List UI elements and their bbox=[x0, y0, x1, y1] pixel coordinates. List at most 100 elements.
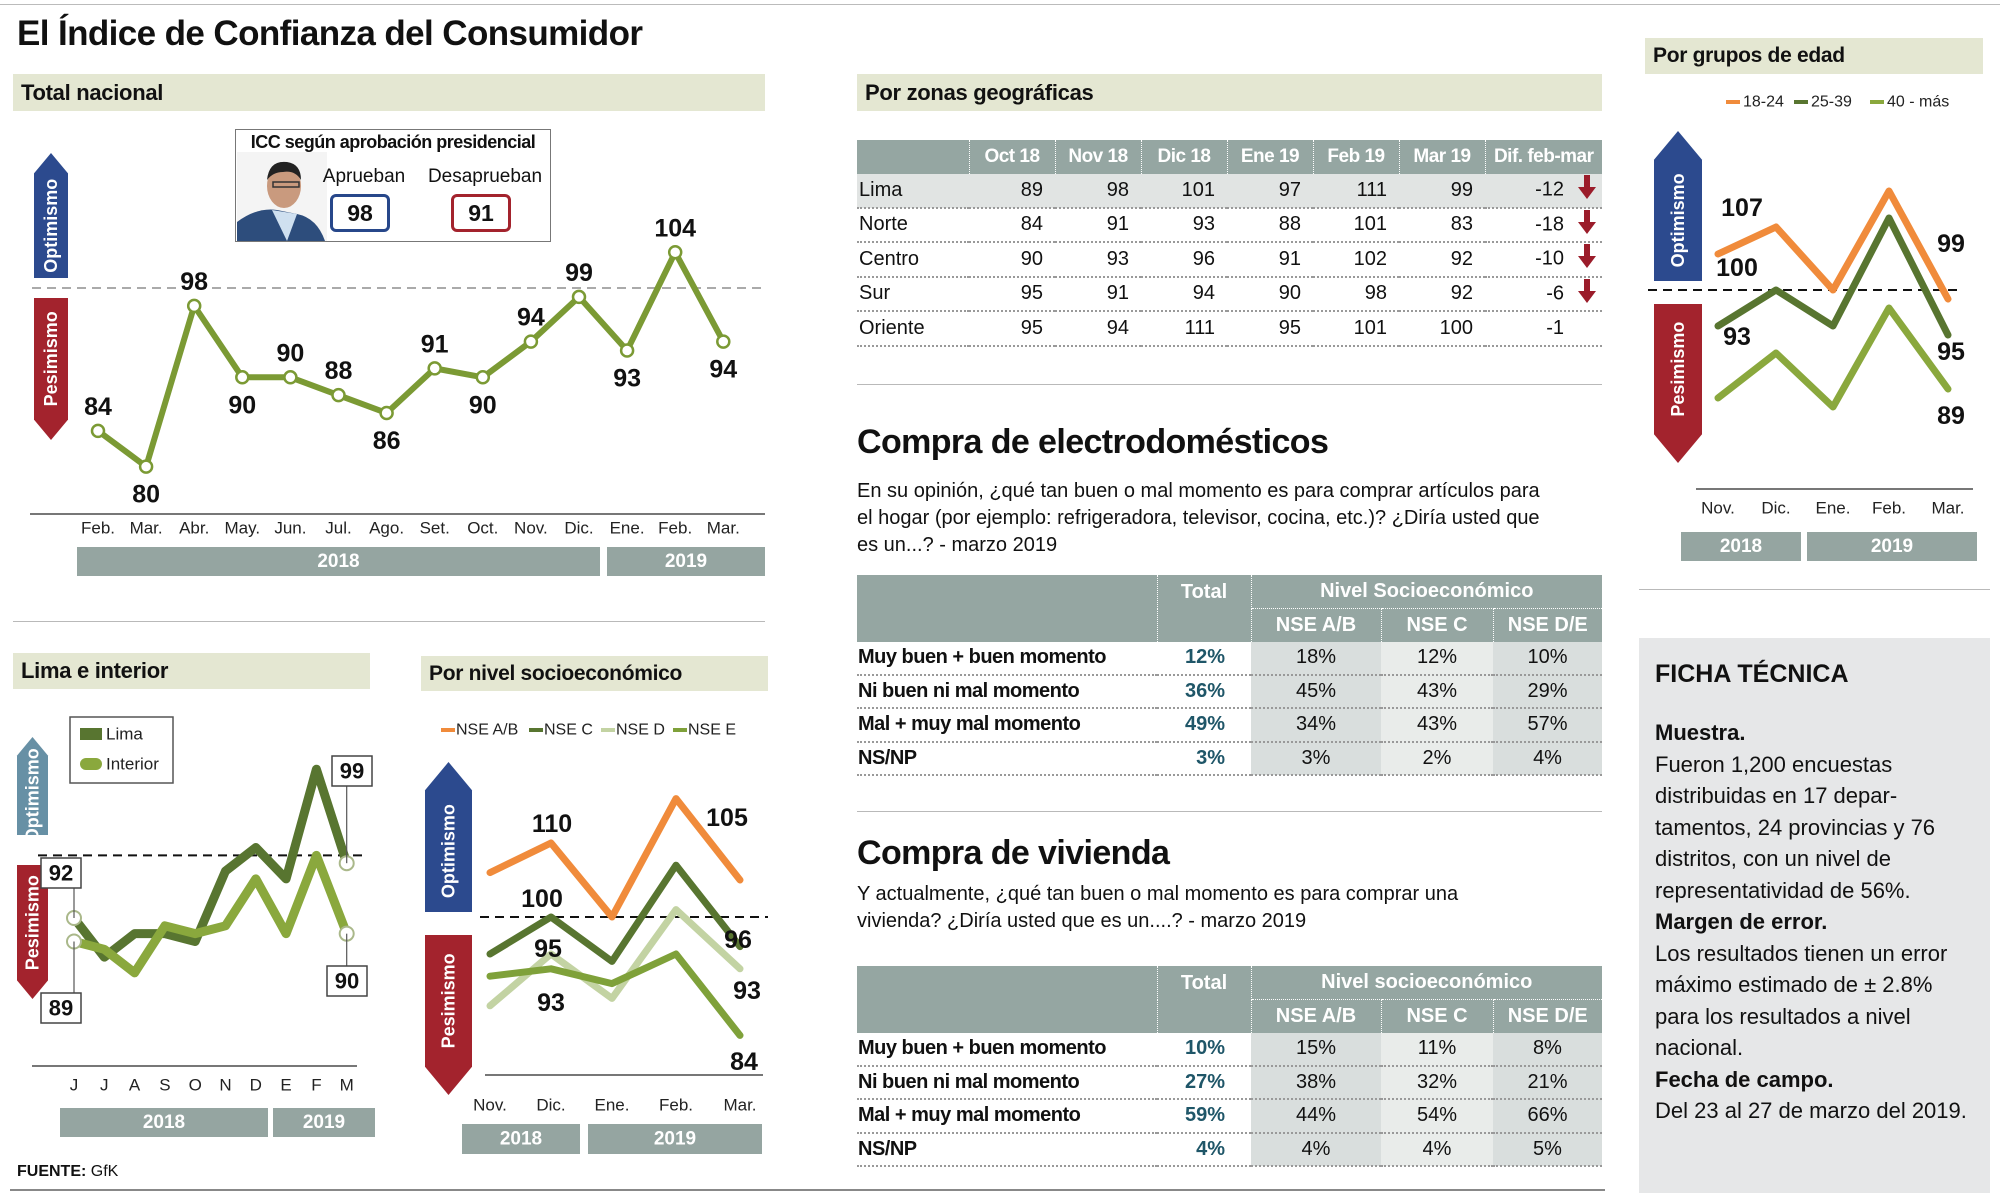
lima-data-label: 99 bbox=[340, 759, 364, 784]
edad-data-label: 107 bbox=[1721, 194, 1763, 222]
nse-value: 12% bbox=[1381, 642, 1493, 676]
nse-data-label: 100 bbox=[521, 885, 563, 913]
nse-data-label: 93 bbox=[733, 977, 761, 1005]
total-tick-label: Ago. bbox=[369, 519, 404, 538]
total-data-point bbox=[186, 298, 202, 314]
lima-tick-label: F bbox=[311, 1076, 321, 1095]
nse-year-bar bbox=[588, 1124, 762, 1154]
lima-data-label: 89 bbox=[49, 996, 73, 1021]
lima-tick-label: A bbox=[129, 1076, 141, 1095]
row-label: Mal + muy mal momento bbox=[857, 708, 1157, 743]
lima-tick-label: D bbox=[250, 1076, 262, 1095]
table-row: Ni buen ni mal momento 36% 45% 43% 29% bbox=[857, 674, 1603, 709]
nse-series-line-0 bbox=[486, 795, 744, 921]
nse-data-label: 95 bbox=[534, 935, 562, 963]
table-header-row: Oct 18 Nov 18 Dic 18 Ene 19 Feb 19 Mar 19 Dif.… bbox=[857, 140, 1602, 174]
table-row: Mal + muy mal momento 49% 34% 43% 57% bbox=[857, 708, 1603, 743]
nse-tick-label: Dic. bbox=[536, 1096, 565, 1115]
total-value: 10% bbox=[1157, 1033, 1251, 1067]
lima-tick-label: O bbox=[189, 1076, 202, 1095]
column-header: Mar 19 bbox=[1398, 140, 1485, 174]
table-header-row: Total Nivel socioeconómico bbox=[857, 966, 1603, 1033]
table-row: Norte 84 91 93 88 101 83 -18 bbox=[857, 207, 1602, 243]
nse-value: 10% bbox=[1493, 642, 1603, 676]
nse-value: 3% bbox=[1251, 741, 1381, 776]
column-header: Dic 18 bbox=[1140, 140, 1227, 174]
lima-optimismo-arrow bbox=[17, 737, 48, 835]
total-data-point bbox=[235, 370, 250, 385]
lima-legend-swatch bbox=[80, 728, 102, 740]
section-header-edad: Por grupos de edad bbox=[1645, 38, 1983, 74]
total-data-point bbox=[427, 361, 442, 376]
total-data-label: 94 bbox=[517, 304, 545, 332]
region-value: 91 bbox=[1055, 276, 1141, 312]
total-value: 12% bbox=[1157, 642, 1251, 676]
total-data-label: 86 bbox=[373, 427, 401, 455]
divider bbox=[857, 811, 1602, 812]
total-value: 3% bbox=[1157, 741, 1251, 776]
total-pesimismo-arrow-label: Pesimismo bbox=[41, 311, 61, 406]
diff-value: -1 bbox=[1546, 316, 1564, 339]
electro-title: Compra de electrodomésticos bbox=[857, 423, 1329, 461]
total-value: 59% bbox=[1157, 1099, 1251, 1134]
region-value: 88 bbox=[1227, 207, 1313, 243]
table-subheader-row: NSE A/B NSE C NSE D/E bbox=[857, 999, 1603, 1033]
edad-tick-label: Mar. bbox=[1931, 499, 1964, 518]
row-label: Ni buen ni mal momento bbox=[857, 1065, 1157, 1100]
table-subheader-row: NSE A/B NSE C NSE D/E bbox=[857, 608, 1603, 642]
row-label: NS/NP bbox=[857, 1132, 1157, 1167]
nse-tick-label: Nov. bbox=[473, 1096, 507, 1115]
region-value: 111 bbox=[1141, 311, 1227, 347]
ficha-tecnica-box: FICHA TÉCNICA Muestra. Fueron 1,200 encue… bbox=[1639, 638, 1990, 1193]
total-tick-label: Mar. bbox=[707, 519, 740, 538]
column-header: Oct 18 bbox=[968, 140, 1055, 174]
region-value: 101 bbox=[1313, 311, 1399, 347]
total-data-point bbox=[619, 343, 635, 358]
table-header-row: Total Nivel Socioeconómico bbox=[857, 575, 1603, 642]
zonas-table: Oct 18 Nov 18 Dic 18 Ene 19 Feb 19 Mar 19 Dif.… bbox=[857, 140, 1602, 347]
total-tick-label: Mar. bbox=[130, 519, 163, 538]
edad-legend-label: 40 - más bbox=[1887, 94, 1949, 111]
desaprueban-label: Desaprueban bbox=[427, 166, 543, 187]
total-header: Total bbox=[1156, 575, 1251, 642]
source-note: FUENTE: GfK bbox=[17, 1163, 118, 1181]
nse-value: 38% bbox=[1251, 1065, 1381, 1100]
ficha-heading-line: Muestra. bbox=[1655, 717, 1980, 749]
total-optimismo-arrow bbox=[34, 153, 68, 278]
lima-label-box bbox=[331, 755, 373, 787]
region-value: 95 bbox=[969, 311, 1055, 347]
region-name: Sur bbox=[857, 276, 969, 312]
nse-value: 44% bbox=[1251, 1099, 1381, 1134]
total-data-label: 90 bbox=[276, 339, 304, 367]
total-value: 36% bbox=[1157, 674, 1251, 709]
down-arrow-icon bbox=[1574, 278, 1596, 309]
nse-pesimismo-arrow bbox=[425, 935, 472, 1095]
lima-tick-label: M bbox=[340, 1076, 354, 1095]
section-header-total: Total nacional bbox=[13, 74, 765, 111]
lima-year-bar bbox=[60, 1108, 268, 1137]
page-title: El Índice de Confianza del Consumidor bbox=[17, 14, 643, 53]
diff-value: -12 bbox=[1535, 178, 1564, 201]
column-header: Feb 19 bbox=[1312, 140, 1399, 174]
lima-legend-label: Interior bbox=[106, 755, 159, 774]
table-row: Oriente 95 94 111 95 101 100 -1 bbox=[857, 311, 1602, 347]
lima-label-box bbox=[326, 965, 368, 997]
nse-optimismo-arrow-label: Optimismo bbox=[439, 804, 459, 898]
aprueban-label: Aprueban bbox=[322, 166, 406, 187]
nse-data-label: 96 bbox=[724, 926, 752, 954]
region-value: 91 bbox=[1227, 242, 1313, 278]
edad-tick-label: Nov. bbox=[1701, 499, 1735, 518]
ficha-text: Fueron 1,200 encuestas distribuidas en 1… bbox=[1655, 751, 1936, 903]
total-year-label: 2018 bbox=[317, 551, 359, 572]
total-tick-label: Abr. bbox=[179, 519, 209, 538]
total-pesimismo-arrow bbox=[34, 298, 68, 440]
table-row: Ni buen ni mal momento 27% 38% 32% 21% bbox=[857, 1065, 1603, 1100]
edad-series-line-0 bbox=[1714, 187, 1952, 303]
total-tick-label: Feb. bbox=[81, 519, 115, 538]
total-tick-label: May. bbox=[225, 519, 261, 538]
region-name: Centro bbox=[857, 242, 969, 278]
nse-header: NSE C bbox=[1380, 999, 1493, 1033]
icc-approval-box: ICC según aprobación presidencial Aprueb… bbox=[235, 129, 551, 242]
region-value: 100 bbox=[1399, 311, 1485, 347]
nse-value: 4% bbox=[1381, 1132, 1493, 1167]
